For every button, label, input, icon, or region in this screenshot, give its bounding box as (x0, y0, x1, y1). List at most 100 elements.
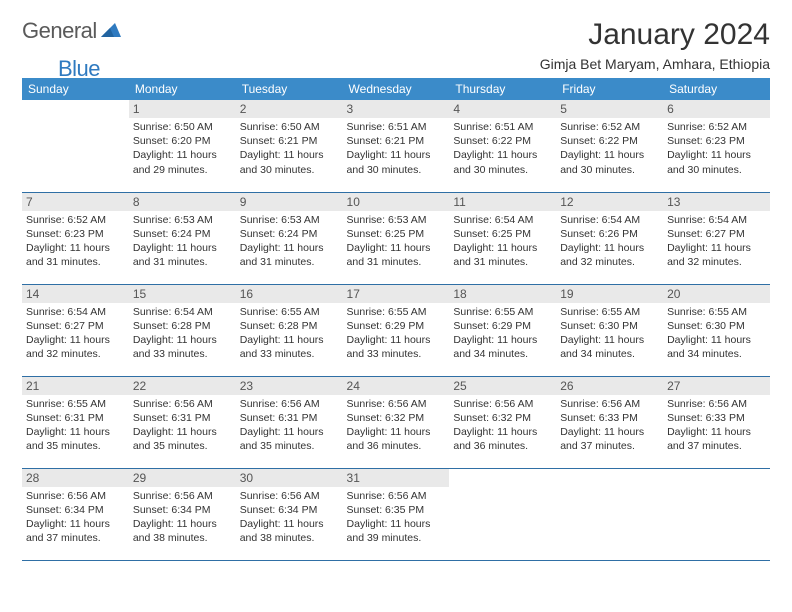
day-info: Sunrise: 6:55 AMSunset: 6:30 PMDaylight:… (560, 305, 659, 362)
sunrise-line: Sunrise: 6:54 AM (560, 213, 659, 227)
day-info: Sunrise: 6:56 AMSunset: 6:32 PMDaylight:… (453, 397, 552, 454)
day-info: Sunrise: 6:53 AMSunset: 6:24 PMDaylight:… (240, 213, 339, 270)
logo-word-blue: Blue (58, 56, 100, 82)
sunrise-line: Sunrise: 6:52 AM (667, 120, 766, 134)
daylight-line: Daylight: 11 hours and 30 minutes. (667, 148, 766, 176)
sunset-line: Sunset: 6:22 PM (560, 134, 659, 148)
sunset-line: Sunset: 6:34 PM (133, 503, 232, 517)
calendar-week-row: 28Sunrise: 6:56 AMSunset: 6:34 PMDayligh… (22, 468, 770, 560)
daylight-line: Daylight: 11 hours and 37 minutes. (26, 517, 125, 545)
calendar-day-cell: 12Sunrise: 6:54 AMSunset: 6:26 PMDayligh… (556, 192, 663, 284)
day-info: Sunrise: 6:56 AMSunset: 6:32 PMDaylight:… (347, 397, 446, 454)
sunset-line: Sunset: 6:21 PM (240, 134, 339, 148)
day-info: Sunrise: 6:56 AMSunset: 6:34 PMDaylight:… (133, 489, 232, 546)
calendar-day-cell: 14Sunrise: 6:54 AMSunset: 6:27 PMDayligh… (22, 284, 129, 376)
sunset-line: Sunset: 6:28 PM (240, 319, 339, 333)
dayhead-wed: Wednesday (343, 78, 450, 100)
sunrise-line: Sunrise: 6:54 AM (667, 213, 766, 227)
sunset-line: Sunset: 6:35 PM (347, 503, 446, 517)
day-number: 28 (22, 469, 129, 487)
calendar-day-cell: 28 Sunrise: 6:56 AMSunset: 6:34 PMDayligh… (22, 468, 129, 560)
sunset-line: Sunset: 6:31 PM (133, 411, 232, 425)
day-number: 27 (663, 377, 770, 395)
sunset-line: Sunset: 6:34 PM (240, 503, 339, 517)
sunset-line: Sunset: 6:32 PM (347, 411, 446, 425)
day-info: Sunrise: 6:54 AMSunset: 6:25 PMDaylight:… (453, 213, 552, 270)
day-info: Sunrise: 6:56 AMSunset: 6:31 PMDaylight:… (133, 397, 232, 454)
sunrise-line: Sunrise: 6:54 AM (453, 213, 552, 227)
daylight-line: Daylight: 11 hours and 38 minutes. (133, 517, 232, 545)
day-number: 13 (663, 193, 770, 211)
daylight-line: Daylight: 11 hours and 35 minutes. (133, 425, 232, 453)
sunrise-line: Sunrise: 6:53 AM (347, 213, 446, 227)
calendar-day-cell: 10Sunrise: 6:53 AMSunset: 6:25 PMDayligh… (343, 192, 450, 284)
sunset-line: Sunset: 6:30 PM (560, 319, 659, 333)
daylight-line: Daylight: 11 hours and 33 minutes. (133, 333, 232, 361)
calendar-day-cell: 18Sunrise: 6:55 AMSunset: 6:29 PMDayligh… (449, 284, 556, 376)
sunrise-line: Sunrise: 6:50 AM (133, 120, 232, 134)
sunrise-line: Sunrise: 6:51 AM (347, 120, 446, 134)
sunset-line: Sunset: 6:21 PM (347, 134, 446, 148)
calendar-day-cell: 19 Sunrise: 6:55 AMSunset: 6:30 PMDayligh… (556, 284, 663, 376)
day-number: 10 (343, 193, 450, 211)
logo-word-general: General (22, 18, 97, 44)
day-number: 26 (556, 377, 663, 395)
daylight-line: Daylight: 11 hours and 30 minutes. (240, 148, 339, 176)
sunset-line: Sunset: 6:32 PM (453, 411, 552, 425)
daylight-line: Daylight: 11 hours and 37 minutes. (560, 425, 659, 453)
calendar-table: Sunday Monday Tuesday Wednesday Thursday… (22, 78, 770, 561)
day-number: 3 (343, 100, 450, 118)
sunrise-line: Sunrise: 6:56 AM (133, 489, 232, 503)
day-number: 29 (129, 469, 236, 487)
calendar-day-cell: 17Sunrise: 6:55 AMSunset: 6:29 PMDayligh… (343, 284, 450, 376)
day-info: Sunrise: 6:51 AMSunset: 6:21 PMDaylight:… (347, 120, 446, 177)
day-info: Sunrise: 6:56 AMSunset: 6:33 PMDaylight:… (667, 397, 766, 454)
sunset-line: Sunset: 6:33 PM (667, 411, 766, 425)
day-number: 6 (663, 100, 770, 118)
daylight-line: Daylight: 11 hours and 32 minutes. (667, 241, 766, 269)
sunset-line: Sunset: 6:31 PM (240, 411, 339, 425)
daylight-line: Daylight: 11 hours and 29 minutes. (133, 148, 232, 176)
day-info: Sunrise: 6:50 AMSunset: 6:21 PMDaylight:… (240, 120, 339, 177)
sunrise-line: Sunrise: 6:56 AM (560, 397, 659, 411)
daylight-line: Daylight: 11 hours and 32 minutes. (26, 333, 125, 361)
header-right: January 2024 Gimja Bet Maryam, Amhara, E… (540, 18, 770, 72)
calendar-week-row: 1Sunrise: 6:50 AMSunset: 6:20 PMDaylight… (22, 100, 770, 192)
calendar-day-cell: 2Sunrise: 6:50 AMSunset: 6:21 PMDaylight… (236, 100, 343, 192)
day-number: 19 (556, 285, 663, 303)
daylight-line: Daylight: 11 hours and 39 minutes. (347, 517, 446, 545)
day-number: 15 (129, 285, 236, 303)
calendar-day-cell: 29 Sunrise: 6:56 AMSunset: 6:34 PMDayligh… (129, 468, 236, 560)
day-info: Sunrise: 6:56 AMSunset: 6:34 PMDaylight:… (26, 489, 125, 546)
day-number: 31 (343, 469, 450, 487)
sunrise-line: Sunrise: 6:55 AM (347, 305, 446, 319)
daylight-line: Daylight: 11 hours and 30 minutes. (347, 148, 446, 176)
sunset-line: Sunset: 6:34 PM (26, 503, 125, 517)
day-info: Sunrise: 6:50 AMSunset: 6:20 PMDaylight:… (133, 120, 232, 177)
day-info: Sunrise: 6:54 AMSunset: 6:27 PMDaylight:… (667, 213, 766, 270)
day-info: Sunrise: 6:54 AMSunset: 6:28 PMDaylight:… (133, 305, 232, 362)
sunset-line: Sunset: 6:24 PM (133, 227, 232, 241)
daylight-line: Daylight: 11 hours and 32 minutes. (560, 241, 659, 269)
sunset-line: Sunset: 6:20 PM (133, 134, 232, 148)
sunrise-line: Sunrise: 6:55 AM (560, 305, 659, 319)
calendar-day-cell: 25 Sunrise: 6:56 AMSunset: 6:32 PMDayligh… (449, 376, 556, 468)
calendar-header-row: Sunday Monday Tuesday Wednesday Thursday… (22, 78, 770, 100)
day-number: 14 (22, 285, 129, 303)
dayhead-tue: Tuesday (236, 78, 343, 100)
dayhead-sat: Saturday (663, 78, 770, 100)
day-number: 17 (343, 285, 450, 303)
day-number: 9 (236, 193, 343, 211)
calendar-week-row: 14Sunrise: 6:54 AMSunset: 6:27 PMDayligh… (22, 284, 770, 376)
day-info: Sunrise: 6:52 AMSunset: 6:23 PMDaylight:… (26, 213, 125, 270)
day-info: Sunrise: 6:53 AMSunset: 6:24 PMDaylight:… (133, 213, 232, 270)
day-number: 21 (22, 377, 129, 395)
location-subtitle: Gimja Bet Maryam, Amhara, Ethiopia (540, 56, 770, 72)
daylight-line: Daylight: 11 hours and 34 minutes. (453, 333, 552, 361)
calendar-day-cell: 20Sunrise: 6:55 AMSunset: 6:30 PMDayligh… (663, 284, 770, 376)
day-number: 25 (449, 377, 556, 395)
day-info: Sunrise: 6:55 AMSunset: 6:28 PMDaylight:… (240, 305, 339, 362)
day-number: 24 (343, 377, 450, 395)
sunset-line: Sunset: 6:30 PM (667, 319, 766, 333)
calendar-day-cell: 3 Sunrise: 6:51 AMSunset: 6:21 PMDaylight… (343, 100, 450, 192)
